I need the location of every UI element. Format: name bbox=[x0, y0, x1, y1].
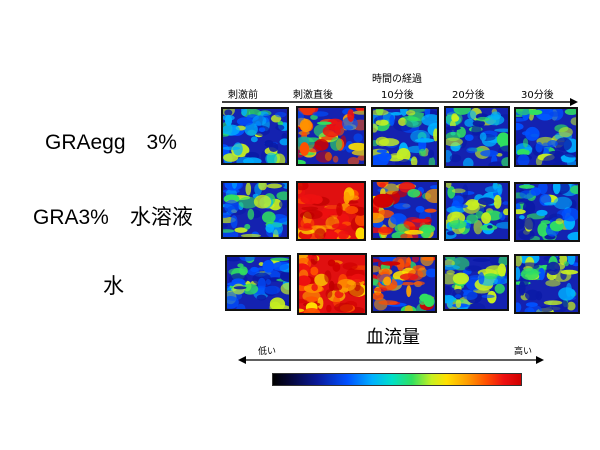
heatmap-texture bbox=[223, 109, 287, 163]
heatmap-graegg-30min bbox=[514, 107, 578, 167]
row-label-gra-solution: GRA3% 水溶液 bbox=[33, 206, 193, 229]
flow-color-scale bbox=[272, 373, 522, 386]
heatmap-gra-solution-20min bbox=[444, 181, 510, 241]
heatmap-texture bbox=[373, 109, 437, 165]
timeline-title: 時間の経過 bbox=[372, 74, 422, 85]
heatmap-graegg-before bbox=[221, 107, 289, 165]
heatmap-graegg-20min bbox=[444, 106, 510, 168]
heatmap-texture bbox=[516, 109, 576, 165]
column-label-20min: 20分後 bbox=[452, 90, 485, 101]
legend-high-label: 高い bbox=[514, 347, 533, 357]
heatmap-texture bbox=[446, 108, 508, 166]
heatmap-gra-solution-immediately-after bbox=[296, 181, 366, 241]
heatmap-texture bbox=[516, 256, 578, 312]
heatmap-texture bbox=[299, 255, 365, 313]
heatmap-texture bbox=[298, 183, 364, 239]
heatmap-water-10min bbox=[371, 255, 437, 313]
heatmap-water-immediately-after bbox=[297, 253, 367, 315]
row-label-graegg: GRAegg 3% bbox=[45, 131, 177, 154]
column-label-immediately-after: 刺激直後 bbox=[293, 90, 333, 101]
heatmap-gra-solution-10min bbox=[371, 180, 439, 240]
legend-low-label: 低い bbox=[258, 347, 277, 357]
legend-double-arrow bbox=[238, 356, 544, 364]
column-label-30min: 30分後 bbox=[521, 90, 554, 101]
column-label-10min: 10分後 bbox=[381, 90, 414, 101]
heatmap-water-before bbox=[225, 255, 291, 311]
column-label-before: 刺激前 bbox=[228, 90, 258, 101]
heatmap-texture bbox=[516, 184, 578, 240]
heatmap-water-20min bbox=[443, 255, 509, 311]
heatmap-water-30min bbox=[514, 254, 580, 314]
heatmap-texture bbox=[446, 183, 508, 239]
row-label-water: 水 bbox=[103, 275, 124, 298]
heatmap-graegg-immediately-after bbox=[296, 106, 366, 166]
heatmap-gra-solution-before bbox=[221, 181, 289, 239]
heatmap-texture bbox=[223, 183, 287, 237]
heatmap-texture bbox=[298, 108, 364, 164]
heatmap-texture bbox=[373, 182, 437, 238]
legend-title: 血流量 bbox=[366, 327, 420, 348]
heatmap-gra-solution-30min bbox=[514, 182, 580, 242]
heatmap-graegg-10min bbox=[371, 107, 439, 167]
heatmap-texture bbox=[373, 257, 435, 311]
heatmap-texture bbox=[227, 257, 289, 309]
timeline-arrow bbox=[222, 98, 578, 106]
heatmap-texture bbox=[445, 257, 507, 309]
